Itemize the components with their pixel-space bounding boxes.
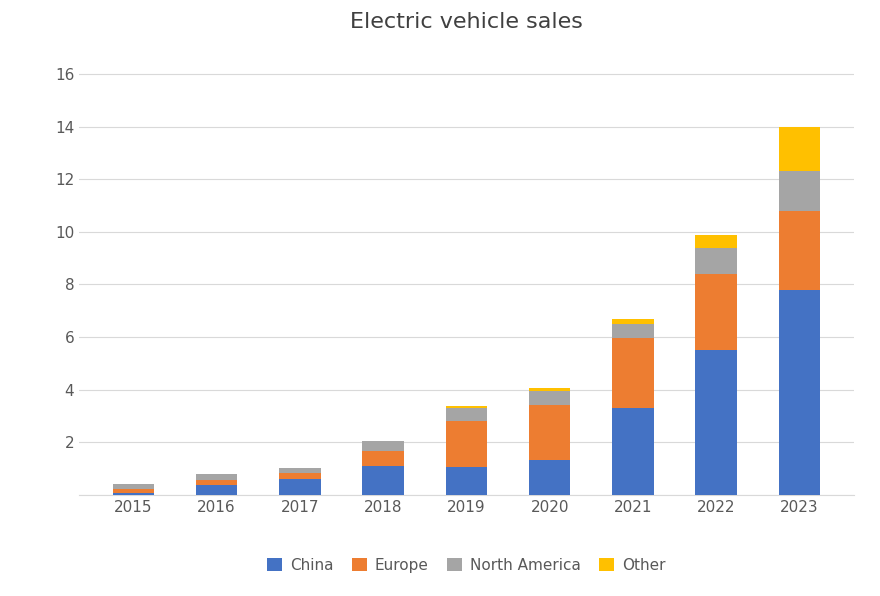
Bar <box>195 480 238 486</box>
Bar <box>695 274 737 350</box>
Bar <box>529 388 570 391</box>
Bar <box>695 247 737 274</box>
Title: Electric vehicle sales: Electric vehicle sales <box>350 13 583 32</box>
Bar <box>695 235 737 247</box>
Bar <box>779 211 820 290</box>
Bar <box>279 473 320 479</box>
Bar <box>612 324 654 339</box>
Bar <box>195 486 238 495</box>
Bar <box>779 290 820 495</box>
Bar <box>195 474 238 480</box>
Bar <box>529 405 570 461</box>
Bar <box>445 408 488 421</box>
Bar <box>529 391 570 405</box>
Bar <box>279 479 320 495</box>
Bar <box>445 467 488 495</box>
Bar <box>445 421 488 467</box>
Legend: China, Europe, North America, Other: China, Europe, North America, Other <box>261 551 671 579</box>
Bar <box>779 126 820 171</box>
Bar <box>363 465 404 495</box>
Bar <box>612 339 654 408</box>
Bar <box>695 350 737 495</box>
Bar <box>113 483 154 489</box>
Bar <box>612 318 654 324</box>
Bar <box>529 461 570 495</box>
Bar <box>113 489 154 493</box>
Bar <box>779 171 820 211</box>
Bar <box>113 493 154 495</box>
Bar <box>279 468 320 473</box>
Bar <box>612 408 654 495</box>
Bar <box>363 451 404 465</box>
Bar <box>445 406 488 408</box>
Bar <box>363 441 404 451</box>
